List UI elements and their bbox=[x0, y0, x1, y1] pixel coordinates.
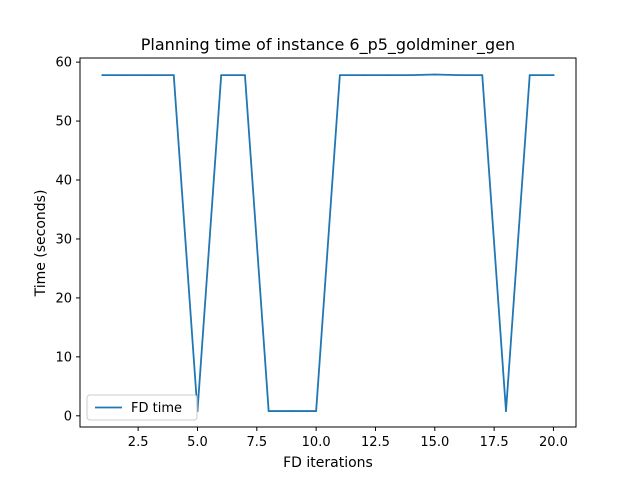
data-point bbox=[315, 410, 318, 412]
data-point bbox=[386, 74, 389, 76]
data-point bbox=[244, 74, 246, 76]
y-tick-label: 0 bbox=[64, 409, 72, 424]
y-tick-label: 10 bbox=[55, 350, 72, 365]
data-point bbox=[291, 410, 294, 412]
x-tick-label: 12.5 bbox=[361, 435, 390, 450]
data-point bbox=[172, 74, 175, 76]
y-axis-label: Time (seconds) bbox=[33, 190, 49, 298]
data-point bbox=[149, 74, 151, 76]
legend: FD time bbox=[86, 394, 198, 421]
x-tick-label: 7.5 bbox=[246, 435, 267, 450]
x-axis-label: FD iterations bbox=[283, 455, 373, 471]
y-tick-label: 60 bbox=[55, 56, 72, 71]
legend-label: FD time bbox=[131, 401, 182, 416]
y-tick-label: 50 bbox=[55, 115, 72, 130]
data-point bbox=[267, 410, 270, 412]
x-tick-label: 2.5 bbox=[128, 435, 149, 450]
data-point bbox=[101, 74, 104, 76]
legend-box bbox=[86, 394, 198, 421]
x-tick-label: 15.0 bbox=[420, 435, 449, 450]
data-point bbox=[528, 74, 531, 76]
data-point bbox=[338, 74, 341, 76]
x-tick-label: 17.5 bbox=[480, 435, 509, 450]
data-point bbox=[220, 74, 223, 76]
x-tick-label: 10.0 bbox=[302, 435, 331, 450]
data-point bbox=[457, 74, 460, 76]
x-tick-label: 20.0 bbox=[539, 435, 568, 450]
chart-title: Planning time of instance 6_p5_goldminer… bbox=[141, 35, 515, 55]
x-tick-label: 5.0 bbox=[187, 435, 208, 450]
data-point bbox=[505, 410, 507, 412]
y-tick-label: 40 bbox=[55, 174, 72, 189]
data-point bbox=[481, 74, 484, 76]
plot-area: 2.5 5.0 7.5 10.0 12.5 15.0 17.5 20.0 0 10 20 30 40 50… bbox=[55, 56, 577, 450]
data-point bbox=[362, 74, 365, 76]
series-line-0 bbox=[101, 73, 555, 412]
data-point bbox=[410, 74, 412, 76]
data-point bbox=[433, 73, 436, 76]
y-tick-label: 20 bbox=[55, 291, 72, 306]
y-tick-label: 30 bbox=[55, 232, 72, 247]
axes-frame bbox=[79, 57, 577, 428]
data-point bbox=[552, 74, 555, 76]
data-point bbox=[125, 74, 128, 76]
